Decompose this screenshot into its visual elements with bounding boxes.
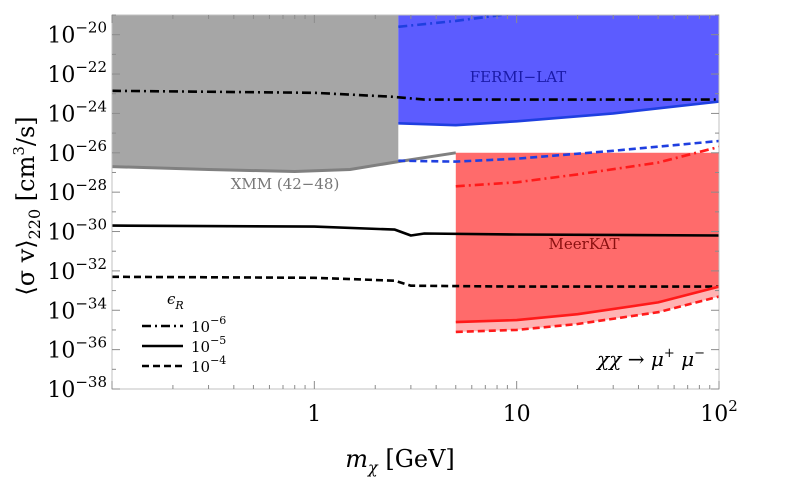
x-axis-label: mχ [GeV] [345, 445, 455, 477]
y-tick-label: 10−30 [47, 216, 107, 246]
y-tick-labels: 10−20 10−22 10−24 10−26 10−28 10−30 10−32 10−34… [47, 19, 107, 403]
exclusion-regions [112, 15, 719, 332]
legend-label: 10−5 [191, 334, 226, 356]
region-label-xmm-42-48: XMM (42−48) [231, 175, 340, 193]
plot-frame [111, 14, 720, 390]
axis-ticks [111, 14, 720, 390]
y-tick-label: 10−28 [47, 176, 107, 206]
process-annotation: χχ → μ+ μ− [595, 346, 705, 371]
region-fermi-lat [398, 15, 719, 126]
line-fermi-lat-10-6-dashdot [398, 15, 512, 29]
region-xmm-42-48 [112, 15, 399, 172]
x-tick-label: 1 [307, 402, 321, 427]
x-tick-labels: 1 10 102 [307, 397, 737, 427]
region-meerkat [455, 152, 719, 323]
region-label-meerkat: MeerKAT [549, 235, 620, 253]
line-black-10-6-dashdot [112, 89, 719, 101]
y-tick-label: 10−38 [47, 373, 107, 403]
y-tick-label: 10−26 [47, 137, 107, 167]
line-black-10-4-dashed [112, 275, 719, 288]
region-labels: XMM (42−48) FERMI−LAT MeerKAT [231, 68, 620, 253]
legend-label: 10−4 [191, 354, 226, 376]
x-tick-label: 10 [503, 402, 531, 427]
legend: ϵR 10−610−510−4 [142, 290, 226, 376]
line-meerkat-10-4-dashed [455, 295, 719, 334]
y-tick-label: 10−24 [47, 97, 107, 127]
line-black-10-5-solid [112, 224, 719, 237]
line-fermi-lat-10-5-solid [398, 100, 719, 127]
xmm-edge-line [112, 160, 399, 174]
line-fermi-lat-10-4-dashed [398, 139, 719, 163]
legend-label: 10−6 [191, 314, 226, 336]
x-tick-label: 102 [700, 397, 738, 427]
legend-title: ϵR [167, 290, 184, 312]
region-label-fermi-lat: FERMI−LAT [470, 68, 566, 86]
line-meerkat-10-6-dashdot [455, 145, 719, 188]
y-tick-label: 10−20 [47, 19, 107, 49]
y-tick-label: 10−22 [47, 58, 107, 88]
xmm-edge-extension [398, 151, 457, 164]
y-tick-label: 10−32 [47, 255, 107, 285]
y-axis-label: ⟨σ v⟩220 [cm3/s] [10, 116, 44, 295]
series-lines [112, 15, 719, 334]
y-tick-label: 10−34 [47, 294, 107, 324]
line-meerkat-10-5-solid [455, 285, 719, 324]
y-tick-label: 10−36 [47, 334, 107, 364]
